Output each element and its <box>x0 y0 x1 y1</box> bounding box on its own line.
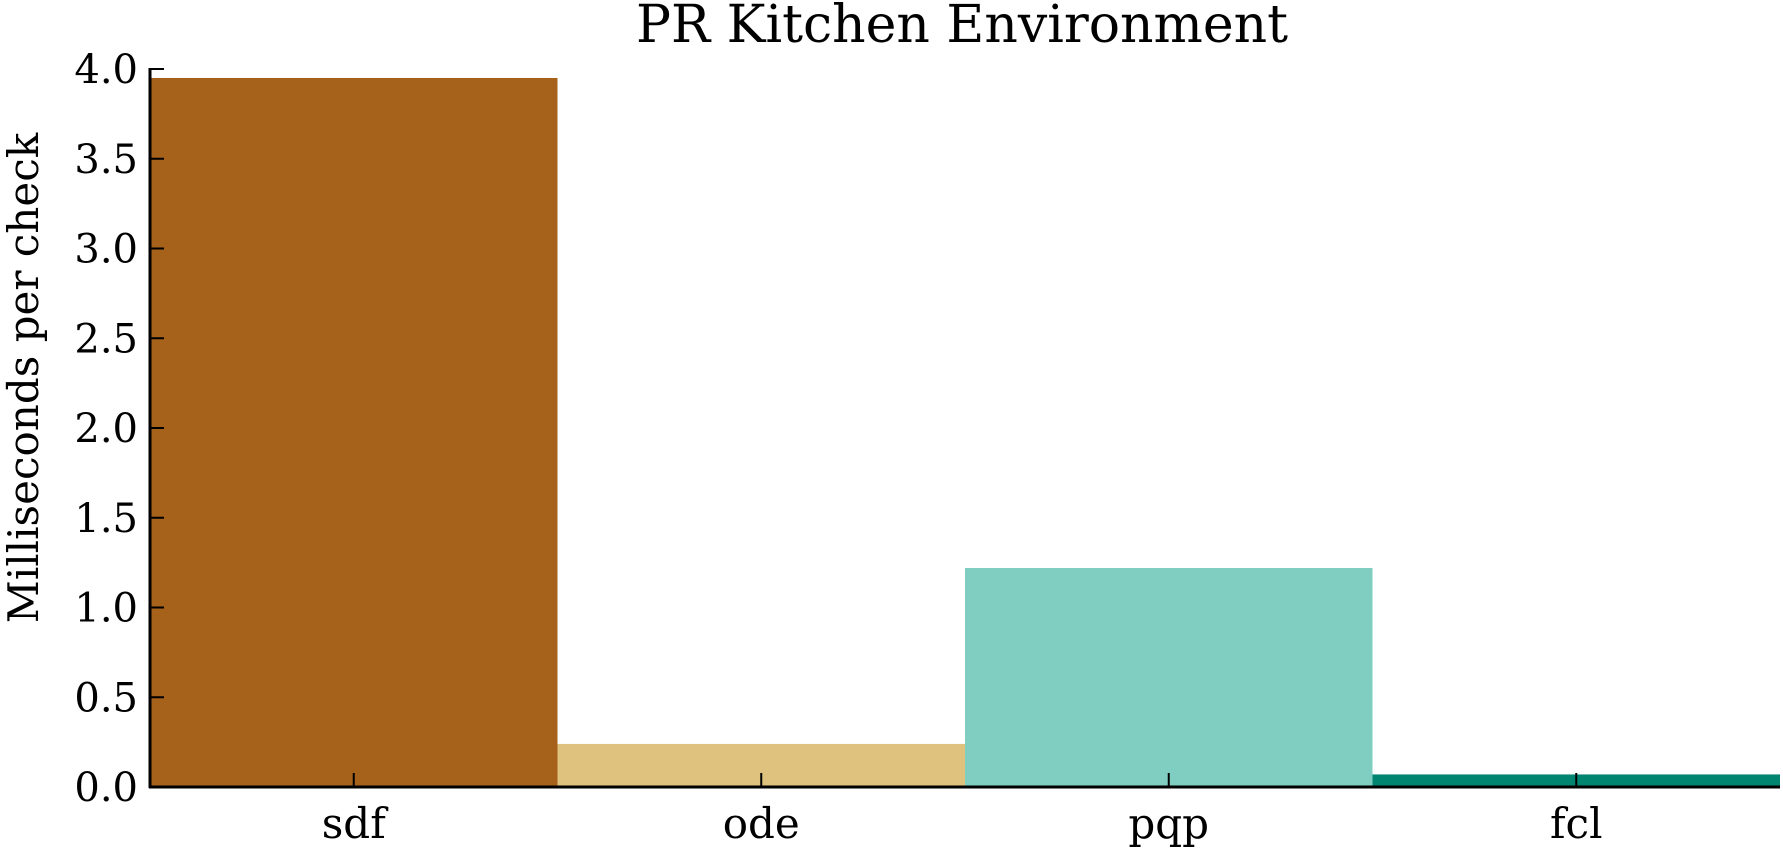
y-tick-label: 4.0 <box>74 47 138 93</box>
bars-group <box>150 77 1780 788</box>
y-tick-label: 1.5 <box>74 496 138 542</box>
x-ticks-group: sdf ode pqp fcl <box>322 773 1603 848</box>
y-tick-label: 2.0 <box>74 406 138 452</box>
x-tick-label: sdf <box>322 799 389 848</box>
y-ticks-group: 0.0 0.5 1.0 1.5 2.0 2.5 3.0 3.5 4.0 <box>74 47 164 811</box>
bar-sdf <box>150 77 558 788</box>
bar-pqp <box>965 568 1373 787</box>
y-tick-label: 0.5 <box>74 675 138 721</box>
y-tick-label: 3.5 <box>74 137 138 183</box>
y-tick-label: 1.0 <box>74 586 138 632</box>
y-tick-label: 0.0 <box>74 765 138 811</box>
y-tick-label: 3.0 <box>74 227 138 273</box>
x-tick-label: ode <box>723 799 800 848</box>
x-tick-label: fcl <box>1550 799 1603 848</box>
x-tick-label: pqp <box>1128 799 1209 848</box>
y-tick-label: 2.5 <box>74 316 138 362</box>
y-axis-label: Milliseconds per check <box>0 132 48 623</box>
chart-title: PR Kitchen Environment <box>636 0 1288 55</box>
